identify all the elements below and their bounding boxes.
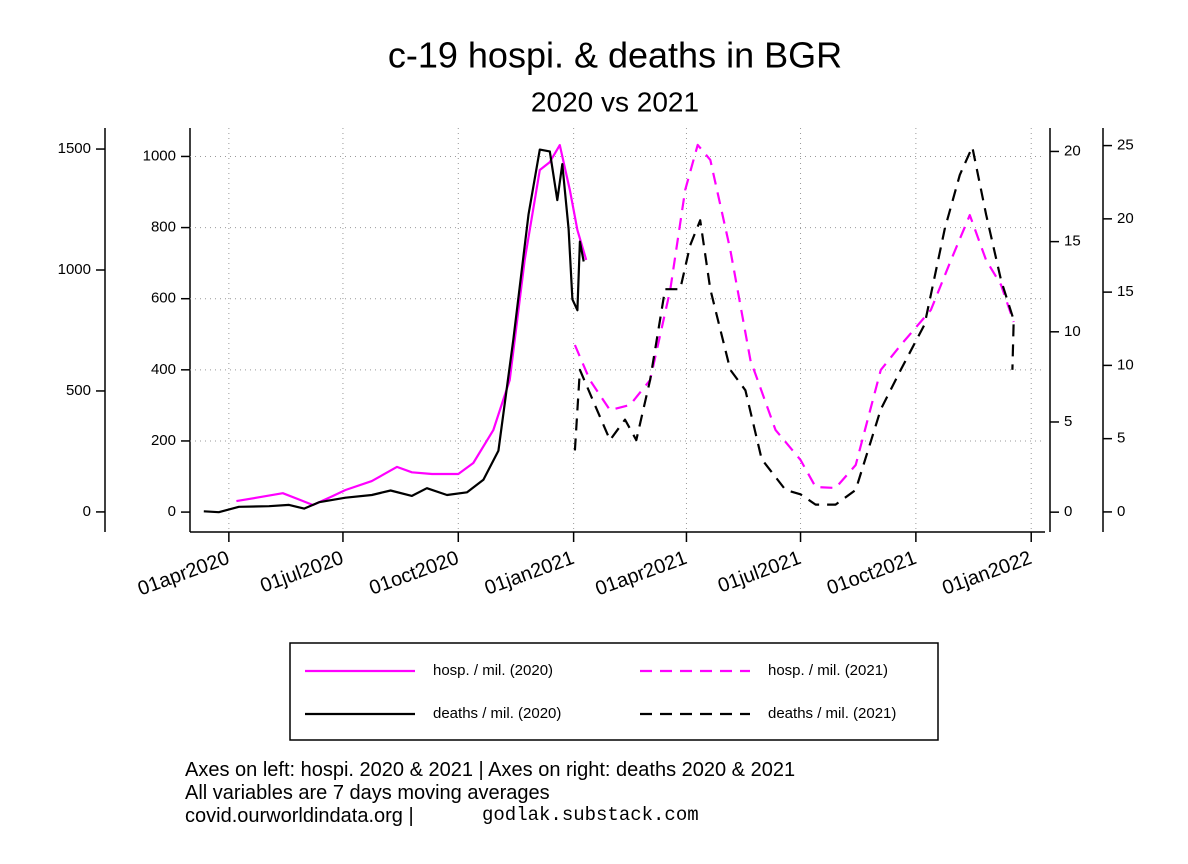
y-tick-label: 5 [1064, 413, 1072, 430]
series-line [236, 144, 588, 507]
legend-label: hosp. / mil. (2021) [768, 662, 888, 679]
y-tick-label: 20 [1117, 210, 1134, 227]
y-tick-label: 600 [151, 290, 176, 307]
y-tick-label: 1000 [143, 147, 176, 164]
x-tick-label: 01oct2021 [824, 547, 919, 600]
y-tick-label: 10 [1117, 356, 1134, 373]
y-tick-label: 25 [1117, 137, 1134, 154]
x-tick-label: 01jul2021 [715, 547, 804, 597]
y-tick-label: 500 [66, 382, 91, 399]
series-line [573, 145, 1015, 506]
series-line [573, 143, 1015, 490]
y-tick-label: 10 [1064, 323, 1081, 340]
note: Axes on left: hospi. 2020 & 2021 | Axes … [185, 759, 795, 781]
series-line [203, 148, 585, 514]
y-tick-label: 0 [168, 503, 176, 520]
note: covid.ourworldindata.org | [185, 805, 414, 827]
y-tick-label: 5 [1117, 430, 1125, 447]
y-tick-label: 800 [151, 219, 176, 236]
x-tick-label: 01oct2020 [366, 547, 461, 600]
y-tick-label: 200 [151, 432, 176, 449]
x-tick-label: 01jul2020 [257, 547, 346, 597]
y-tick-label: 0 [1117, 503, 1125, 520]
legend-box [289, 642, 939, 741]
y-tick-label: 1000 [58, 261, 91, 278]
legend-label: hosp. / mil. (2020) [433, 662, 553, 679]
y-tick-label: 0 [83, 503, 91, 520]
y-tick-label: 400 [151, 361, 176, 378]
x-tick-label: 01apr2020 [135, 547, 232, 600]
y-tick-label: 0 [1064, 503, 1072, 520]
y-tick-label: 1500 [58, 140, 91, 157]
y-tick-label: 15 [1117, 283, 1134, 300]
y-tick-label: 15 [1064, 233, 1081, 250]
credit: godlak.substack.com [482, 804, 699, 826]
chart-subtitle: 2020 vs 2021 [531, 86, 699, 117]
y-tick-label: 20 [1064, 142, 1081, 159]
legend-label: deaths / mil. (2020) [433, 705, 561, 722]
x-tick-label: 01jan2022 [939, 547, 1034, 600]
note: All variables are 7 days moving averages [185, 782, 550, 804]
chart-title: c-19 hospi. & deaths in BGR [388, 35, 842, 76]
legend-label: deaths / mil. (2021) [768, 705, 896, 722]
x-tick-label: 01jan2021 [482, 547, 577, 600]
x-tick-label: 01apr2021 [593, 547, 690, 600]
